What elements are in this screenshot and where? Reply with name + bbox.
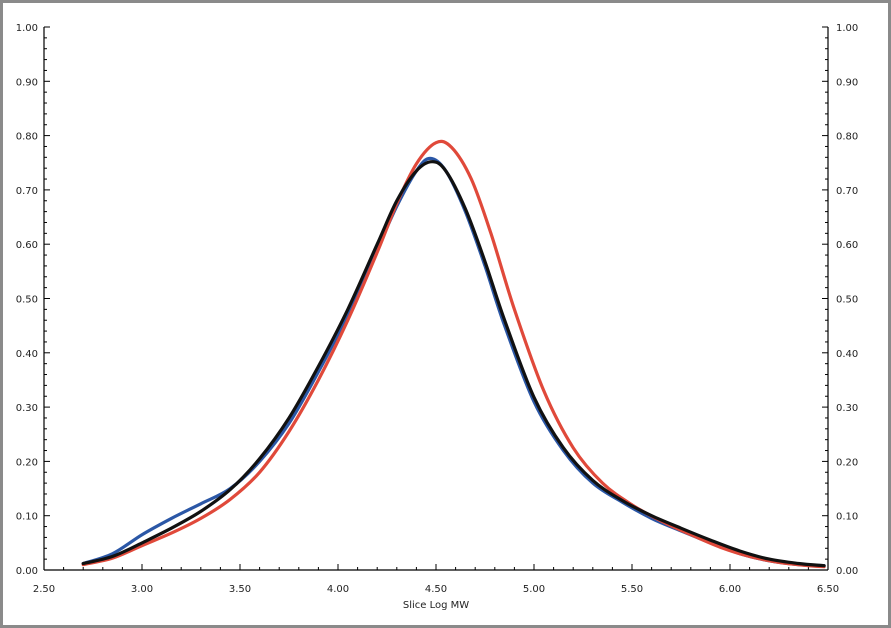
x-tick-label: 6.50 (817, 584, 839, 595)
y-tick-label-right: 0.30 (836, 403, 858, 414)
series-line-blue (81, 156, 826, 568)
x-tick-label: 3.00 (131, 584, 153, 595)
x-tick-label: 2.50 (33, 584, 55, 595)
y-tick-label-right: 0.60 (836, 240, 858, 251)
y-tick-label-right: 0.80 (836, 132, 858, 143)
x-tick-label: 3.50 (229, 584, 251, 595)
y-tick-label-left: 1.00 (16, 23, 38, 34)
y-tick-label-right: 0.40 (836, 349, 858, 360)
y-tick-label-left: 0.20 (16, 457, 38, 468)
x-tick-label: 5.50 (621, 584, 643, 595)
series-line-black (81, 160, 826, 568)
y-tick-label-left: 0.40 (16, 349, 38, 360)
y-tick-label-right: 0.20 (836, 457, 858, 468)
y-tick-label-left: 0.70 (16, 186, 38, 197)
y-tick-label-right: 0.00 (836, 566, 858, 577)
y-tick-label-left: 0.30 (16, 403, 38, 414)
y-tick-label-right: 0.70 (836, 186, 858, 197)
x-tick-label: 4.50 (425, 584, 447, 595)
y-tick-label-left: 0.00 (16, 566, 38, 577)
y-tick-label-left: 0.90 (16, 77, 38, 88)
x-axis-title: Slice Log MW (403, 600, 469, 611)
y-tick-label-left: 0.10 (16, 512, 38, 523)
series-line-red (81, 139, 826, 569)
y-tick-label-left: 0.60 (16, 240, 38, 251)
y-tick-label-left: 0.50 (16, 295, 38, 306)
x-tick-label: 6.00 (719, 584, 741, 595)
x-tick-label: 4.00 (327, 584, 349, 595)
y-tick-label-right: 0.50 (836, 295, 858, 306)
y-tick-label-right: 0.90 (836, 77, 858, 88)
y-tick-label-left: 0.80 (16, 132, 38, 143)
y-tick-label-right: 1.00 (836, 23, 858, 34)
axes: 0.00 0.00 0.10 0.10 0.20 0.20 0.30 0.30 0.40 0.40… (16, 23, 859, 595)
x-tick-label: 5.00 (523, 584, 545, 595)
series-layer (81, 139, 826, 569)
y-tick-label-right: 0.10 (836, 512, 858, 523)
